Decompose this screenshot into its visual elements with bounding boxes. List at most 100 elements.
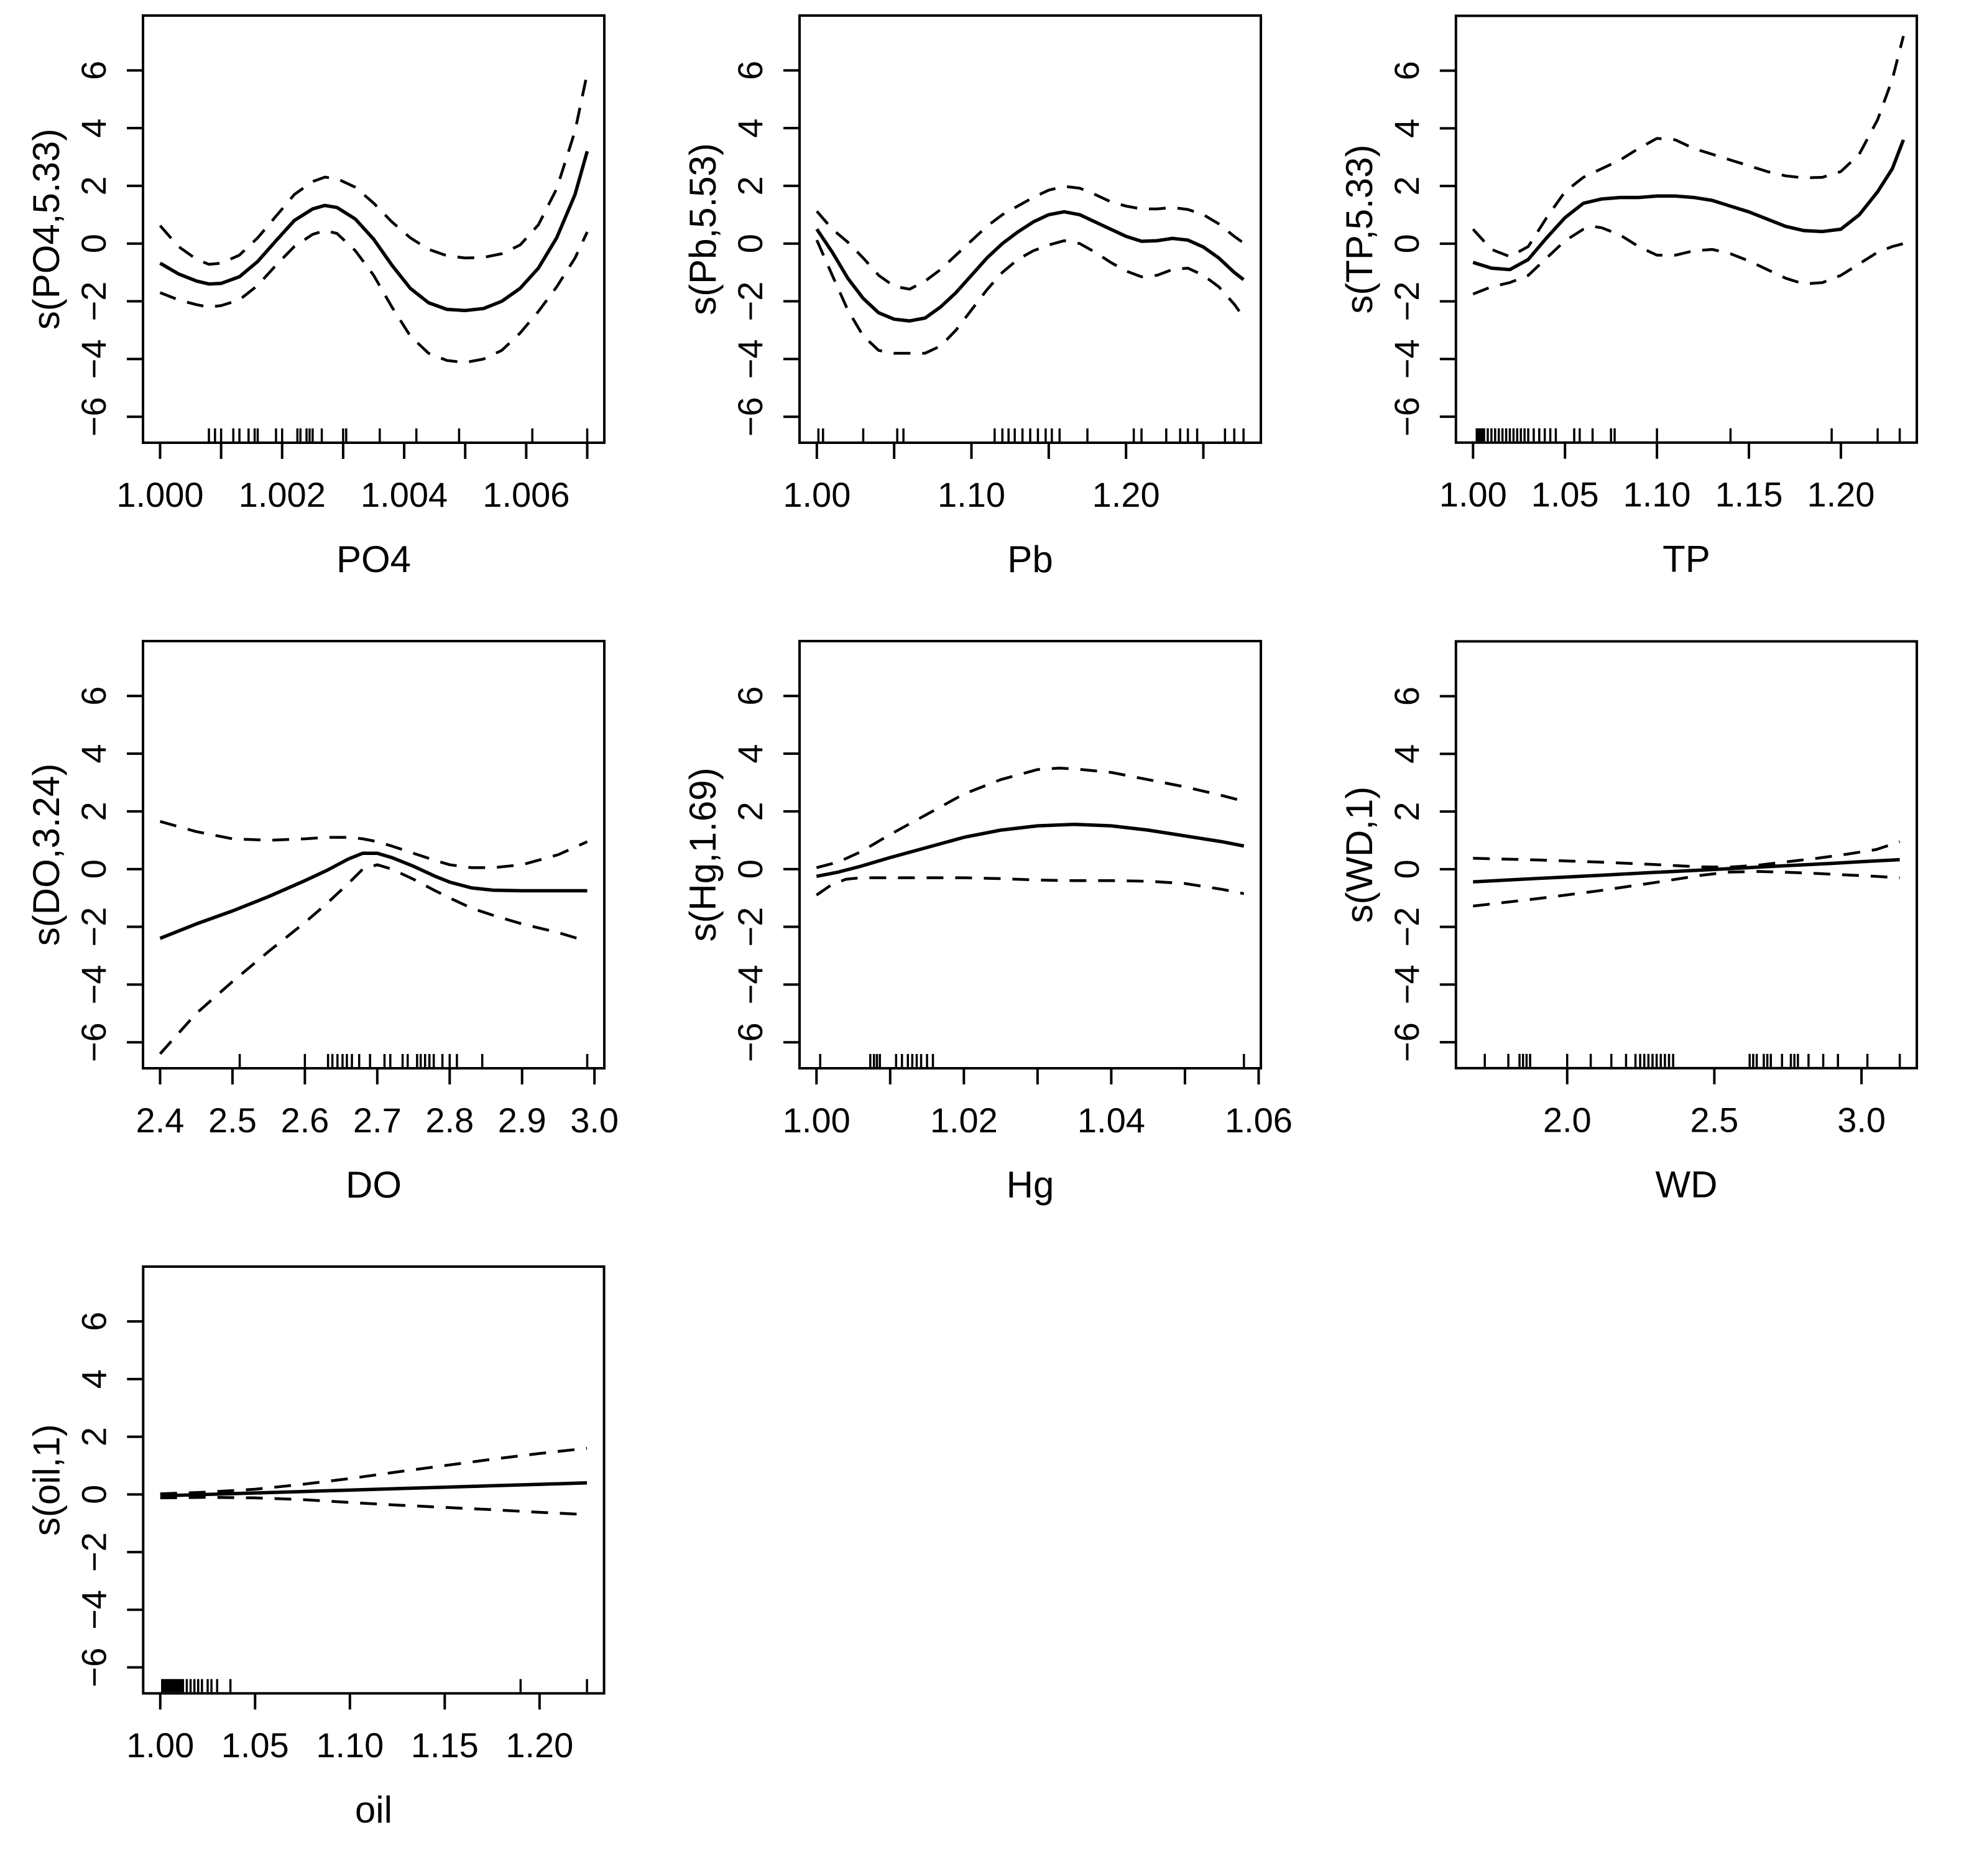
upper-ci-curve bbox=[159, 820, 588, 869]
y-tick-label: −6 bbox=[731, 1022, 770, 1062]
x-tick-label: 1.02 bbox=[930, 1101, 998, 1140]
panel-Pb: −6 −4 −2 0 2 4 6 1.00 1.10 1.20 Pb s(Pb,5.53) bbox=[657, 0, 1313, 626]
plot-box bbox=[142, 1265, 606, 1695]
fit-curve bbox=[159, 851, 588, 940]
y-tick-label: 6 bbox=[74, 1312, 113, 1331]
x-axis-label: Hg bbox=[1007, 1164, 1054, 1206]
y-tick-label: 4 bbox=[74, 1369, 113, 1389]
panel-oil: −6 −4 −2 0 2 4 6 1.00 1.05 1.10 1.15 1.20 oil s(oil,1… bbox=[0, 1251, 657, 1876]
chart-Pb: −6 −4 −2 0 2 4 6 1.00 1.10 1.20 Pb s(Pb,5.53) bbox=[682, 14, 1262, 580]
plot-box bbox=[142, 640, 606, 1070]
y-tick-label: −6 bbox=[731, 397, 770, 437]
x-axis-label: Pb bbox=[1007, 538, 1053, 580]
y-tick-label: 0 bbox=[1387, 859, 1426, 879]
x-tick-label: 1.10 bbox=[316, 1726, 384, 1765]
y-tick-label: 6 bbox=[1387, 686, 1426, 706]
chart-PO4: −6 −4 −2 0 2 4 6 1.000 1.002 1.004 1.006 PO4 s(PO4,5… bbox=[25, 14, 606, 580]
y-tick-label: −4 bbox=[1387, 339, 1426, 379]
y-tick-label: 0 bbox=[731, 234, 770, 253]
upper-ci-curve bbox=[1472, 35, 1905, 258]
x-axis-label: WD bbox=[1656, 1164, 1718, 1206]
y-tick-label: 2 bbox=[731, 802, 770, 821]
lower-ci-curve bbox=[1472, 224, 1904, 296]
x-tick-label: 1.15 bbox=[411, 1726, 479, 1765]
upper-ci-curve bbox=[816, 185, 1245, 291]
y-tick-label: 4 bbox=[731, 744, 770, 763]
y-axis-label: s(TP,5.33) bbox=[1339, 145, 1380, 314]
y-tick-label: 0 bbox=[731, 859, 770, 879]
y-tick-label: 0 bbox=[74, 1485, 113, 1504]
x-tick-label: 1.00 bbox=[126, 1726, 194, 1765]
plot-box bbox=[142, 14, 606, 444]
x-tick-label: 1.10 bbox=[1623, 475, 1691, 514]
y-tick-label: 6 bbox=[731, 61, 770, 80]
y-tick-label: 2 bbox=[1387, 177, 1426, 196]
y-tick-label: 6 bbox=[74, 61, 113, 80]
y-tick-label: 4 bbox=[74, 118, 113, 137]
y-tick-label: 4 bbox=[1387, 119, 1426, 138]
y-tick-label: 4 bbox=[1387, 744, 1426, 764]
y-tick-label: 4 bbox=[731, 118, 770, 137]
y-tick-label: 0 bbox=[74, 859, 113, 879]
x-axis-label: PO4 bbox=[336, 538, 411, 580]
lower-ci-curve bbox=[159, 863, 588, 1055]
y-tick-label: −2 bbox=[74, 282, 113, 321]
lower-ci-curve bbox=[815, 239, 1245, 355]
x-tick-label: 1.00 bbox=[1439, 475, 1507, 514]
x-tick-label: 1.06 bbox=[1225, 1101, 1293, 1140]
y-tick-label: 6 bbox=[1387, 61, 1426, 80]
x-tick-label: 3.0 bbox=[1837, 1101, 1886, 1140]
upper-ci-curve bbox=[159, 73, 589, 266]
y-tick-label: 6 bbox=[74, 686, 113, 706]
fit-curve bbox=[159, 150, 589, 313]
x-tick-label: 1.20 bbox=[1807, 475, 1874, 514]
y-tick-label: 2 bbox=[74, 802, 113, 821]
x-tick-label: 2.5 bbox=[1690, 1101, 1739, 1140]
x-tick-label: 1.004 bbox=[361, 475, 448, 514]
x-tick-label: 2.9 bbox=[498, 1101, 546, 1140]
y-tick-label: 0 bbox=[74, 234, 113, 253]
y-tick-label: −4 bbox=[74, 339, 113, 379]
x-axis-label: oil bbox=[355, 1789, 392, 1831]
y-tick-label: −6 bbox=[1387, 1022, 1426, 1062]
y-tick-label: −6 bbox=[74, 1022, 113, 1062]
y-tick-label: −6 bbox=[1387, 397, 1426, 437]
chart-Hg: −6 −4 −2 0 2 4 6 1.00 1.02 1.04 1.06 Hg s(Hg,1.69) bbox=[682, 640, 1293, 1206]
y-axis-label: s(Pb,5.53) bbox=[682, 143, 724, 315]
y-tick-label: −2 bbox=[731, 907, 770, 947]
panel-WD: −6 −4 −2 0 2 4 6 2.0 2.5 3.0 WD s(WD,1) bbox=[1313, 626, 1969, 1251]
x-tick-label: 1.04 bbox=[1077, 1101, 1145, 1140]
y-tick-label: −6 bbox=[74, 397, 113, 437]
x-tick-label: 1.000 bbox=[116, 475, 203, 514]
chart-DO: −6 −4 −2 0 2 4 6 2.4 2.5 2.6 2.7 2.8 2.9 3.0 DO s(DO,3.… bbox=[25, 640, 619, 1206]
upper-ci-curve bbox=[816, 766, 1245, 869]
fit-curve bbox=[815, 210, 1245, 323]
y-tick-label: −4 bbox=[731, 964, 770, 1004]
plot-box bbox=[1454, 14, 1919, 444]
x-tick-label: 1.05 bbox=[221, 1726, 289, 1765]
empty-cell bbox=[1313, 1251, 1969, 1876]
y-tick-label: −4 bbox=[74, 1590, 113, 1630]
empty-cell bbox=[657, 1251, 1313, 1876]
y-axis-label: s(oil,1) bbox=[25, 1424, 67, 1536]
panel-DO: −6 −4 −2 0 2 4 6 2.4 2.5 2.6 2.7 2.8 2.9 3.0 DO s(DO,3.… bbox=[0, 626, 657, 1251]
plot-box bbox=[798, 14, 1262, 444]
y-tick-label: −2 bbox=[74, 907, 113, 947]
y-tick-label: −6 bbox=[74, 1648, 113, 1688]
x-tick-label: 2.5 bbox=[208, 1101, 257, 1140]
x-tick-label: 2.7 bbox=[353, 1101, 402, 1140]
lower-ci-curve bbox=[159, 229, 589, 364]
lower-ci-curve bbox=[1472, 870, 1900, 908]
x-tick-label: 3.0 bbox=[570, 1101, 619, 1140]
chart-TP: −6 −4 −2 0 2 4 6 1.00 1.05 1.10 1.15 1.20 TP s(TP,5.3… bbox=[1339, 14, 1919, 580]
x-tick-label: 1.20 bbox=[505, 1726, 573, 1765]
x-tick-label: 1.002 bbox=[239, 475, 326, 514]
y-tick-label: −2 bbox=[74, 1532, 113, 1572]
upper-ci-curve bbox=[160, 1446, 588, 1495]
y-tick-label: 2 bbox=[731, 176, 770, 195]
y-tick-label: −2 bbox=[1387, 907, 1426, 947]
x-tick-label: 2.0 bbox=[1543, 1101, 1592, 1140]
fit-curve bbox=[1472, 139, 1906, 272]
x-tick-label: 1.00 bbox=[783, 1101, 851, 1140]
y-axis-label: s(PO4,5.33) bbox=[25, 129, 67, 330]
